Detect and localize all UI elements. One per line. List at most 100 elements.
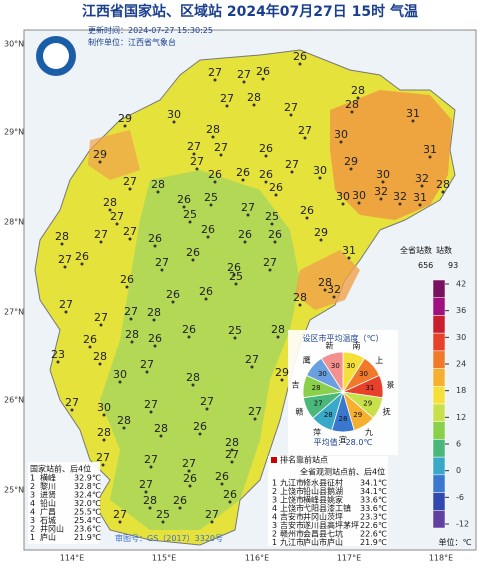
- colorbar-label: 6: [456, 440, 461, 449]
- station-temp: 27: [245, 353, 259, 366]
- station-dot: [128, 187, 132, 191]
- pie-city: 上: [375, 356, 383, 365]
- all-rank-cell: 漆工镇: [327, 503, 351, 513]
- lat-label: 29°N: [4, 128, 24, 137]
- station-temp: 32: [415, 172, 429, 185]
- colorbar-cell: [432, 403, 446, 422]
- national-rank-cell: 2: [30, 482, 35, 491]
- station-dot: [123, 124, 127, 128]
- station-dot: [274, 193, 278, 197]
- station-dot: [153, 244, 157, 248]
- national-rank-cell: 铅山: [40, 498, 56, 508]
- station-dot: [225, 104, 229, 108]
- colorbar-cell: [432, 456, 446, 476]
- station-temp: 23: [51, 348, 65, 361]
- national-rank-cell: 庐山: [40, 532, 56, 542]
- station-dot: [270, 222, 274, 226]
- station-temp: 28: [293, 291, 307, 304]
- station-dot: [230, 448, 234, 452]
- station-temp: 26: [193, 420, 207, 433]
- footer: 审图号：GS（2017）3320号: [115, 533, 223, 543]
- station-temp: 27: [263, 256, 277, 269]
- colorbar-label: 30: [456, 333, 466, 342]
- cool-area: [100, 170, 300, 530]
- colorbar-cell: [432, 368, 446, 387]
- station-dot: [290, 170, 294, 174]
- pie-city: 鹰: [303, 355, 311, 365]
- station-temp: 27: [94, 311, 108, 324]
- warm-area: [88, 130, 140, 180]
- station-dot: [101, 463, 105, 467]
- national-rank-cell: 石城: [40, 516, 56, 525]
- national-rank-cell: 3: [30, 516, 35, 525]
- station-temp: 28: [345, 98, 359, 111]
- station-temp: 27: [96, 451, 110, 464]
- pie-value: 30: [346, 362, 355, 370]
- station-temp: 26: [148, 232, 162, 245]
- station-dot: [115, 222, 119, 226]
- all-rank-cell: 3: [272, 521, 277, 530]
- station-temp: 32: [327, 283, 341, 296]
- pie-value: 29: [363, 399, 372, 407]
- national-rank-cell: 横峰: [40, 473, 56, 483]
- station-dot: [211, 135, 215, 139]
- station-dot: [171, 300, 175, 304]
- all-rank-cell: 上饶市: [280, 495, 304, 505]
- station-temp: 26: [199, 285, 213, 298]
- station-temp: 26: [148, 332, 162, 345]
- national-rank-cell: 21.9℃: [74, 533, 101, 542]
- station-temp: 27: [139, 478, 153, 491]
- station-temp: 28: [186, 371, 200, 384]
- station-temp: 30: [97, 401, 111, 414]
- all-rank-cell: 会昌县: [303, 529, 327, 539]
- station-dot: [241, 178, 245, 182]
- station-temp: 28: [151, 178, 165, 191]
- colorbar-cell: [432, 386, 446, 405]
- station-temp: 26: [215, 470, 229, 483]
- station-temp: 27: [284, 101, 298, 114]
- colorbar-label: -6: [456, 493, 464, 502]
- station-dot: [209, 203, 213, 207]
- national-rank-cell: 23.6℃: [74, 525, 101, 534]
- station-dot: [428, 155, 432, 159]
- all-rank-cell: 上饶市: [280, 503, 304, 513]
- all-rank-cell: 修水县: [303, 478, 327, 488]
- station-temp: 28: [154, 422, 168, 435]
- station-dot: [298, 303, 302, 307]
- all-rank-title: 全省观测站点前、后4位: [300, 467, 385, 477]
- national-rank-cell: 3: [30, 491, 35, 500]
- station-temp: 28: [318, 276, 332, 289]
- colorbar-cell: [432, 297, 446, 316]
- all-rank-cell: 22.6℃: [360, 530, 387, 539]
- national-rank-cell: 32.8℃: [74, 482, 101, 491]
- station-temp: 26: [269, 181, 283, 194]
- station-dot: [261, 77, 265, 81]
- station-temp: 30: [334, 128, 348, 141]
- legend-count: 93: [448, 261, 458, 270]
- station-temp: 27: [214, 141, 228, 154]
- station-temp: 31: [423, 143, 437, 156]
- station-dot: [379, 197, 383, 201]
- pie-city: 赣: [295, 406, 303, 416]
- national-rank-cell: 广昌: [40, 507, 56, 517]
- station-temp: 28: [225, 436, 239, 449]
- station-temp: 30: [313, 164, 327, 177]
- national-rank-cell: 1: [30, 474, 35, 483]
- station-temp: 28: [351, 84, 365, 97]
- station-dot: [118, 380, 122, 384]
- station-dot: [339, 140, 343, 144]
- station-temp: 29: [118, 112, 132, 125]
- lon-label: 114°E: [60, 554, 84, 563]
- colorbar-cell: [432, 492, 446, 511]
- station-dot: [303, 136, 307, 140]
- pie-value: 30: [359, 370, 368, 378]
- station-temp: 28: [97, 426, 111, 439]
- station-dot: [156, 190, 160, 194]
- legend-total: 656: [418, 261, 433, 270]
- colorbar-label: 42: [456, 280, 466, 289]
- station-dot: [172, 120, 176, 124]
- station-dot: [159, 434, 163, 438]
- station-dot: [99, 323, 103, 327]
- station-dot: [102, 438, 106, 442]
- station-temp: 28: [436, 178, 450, 191]
